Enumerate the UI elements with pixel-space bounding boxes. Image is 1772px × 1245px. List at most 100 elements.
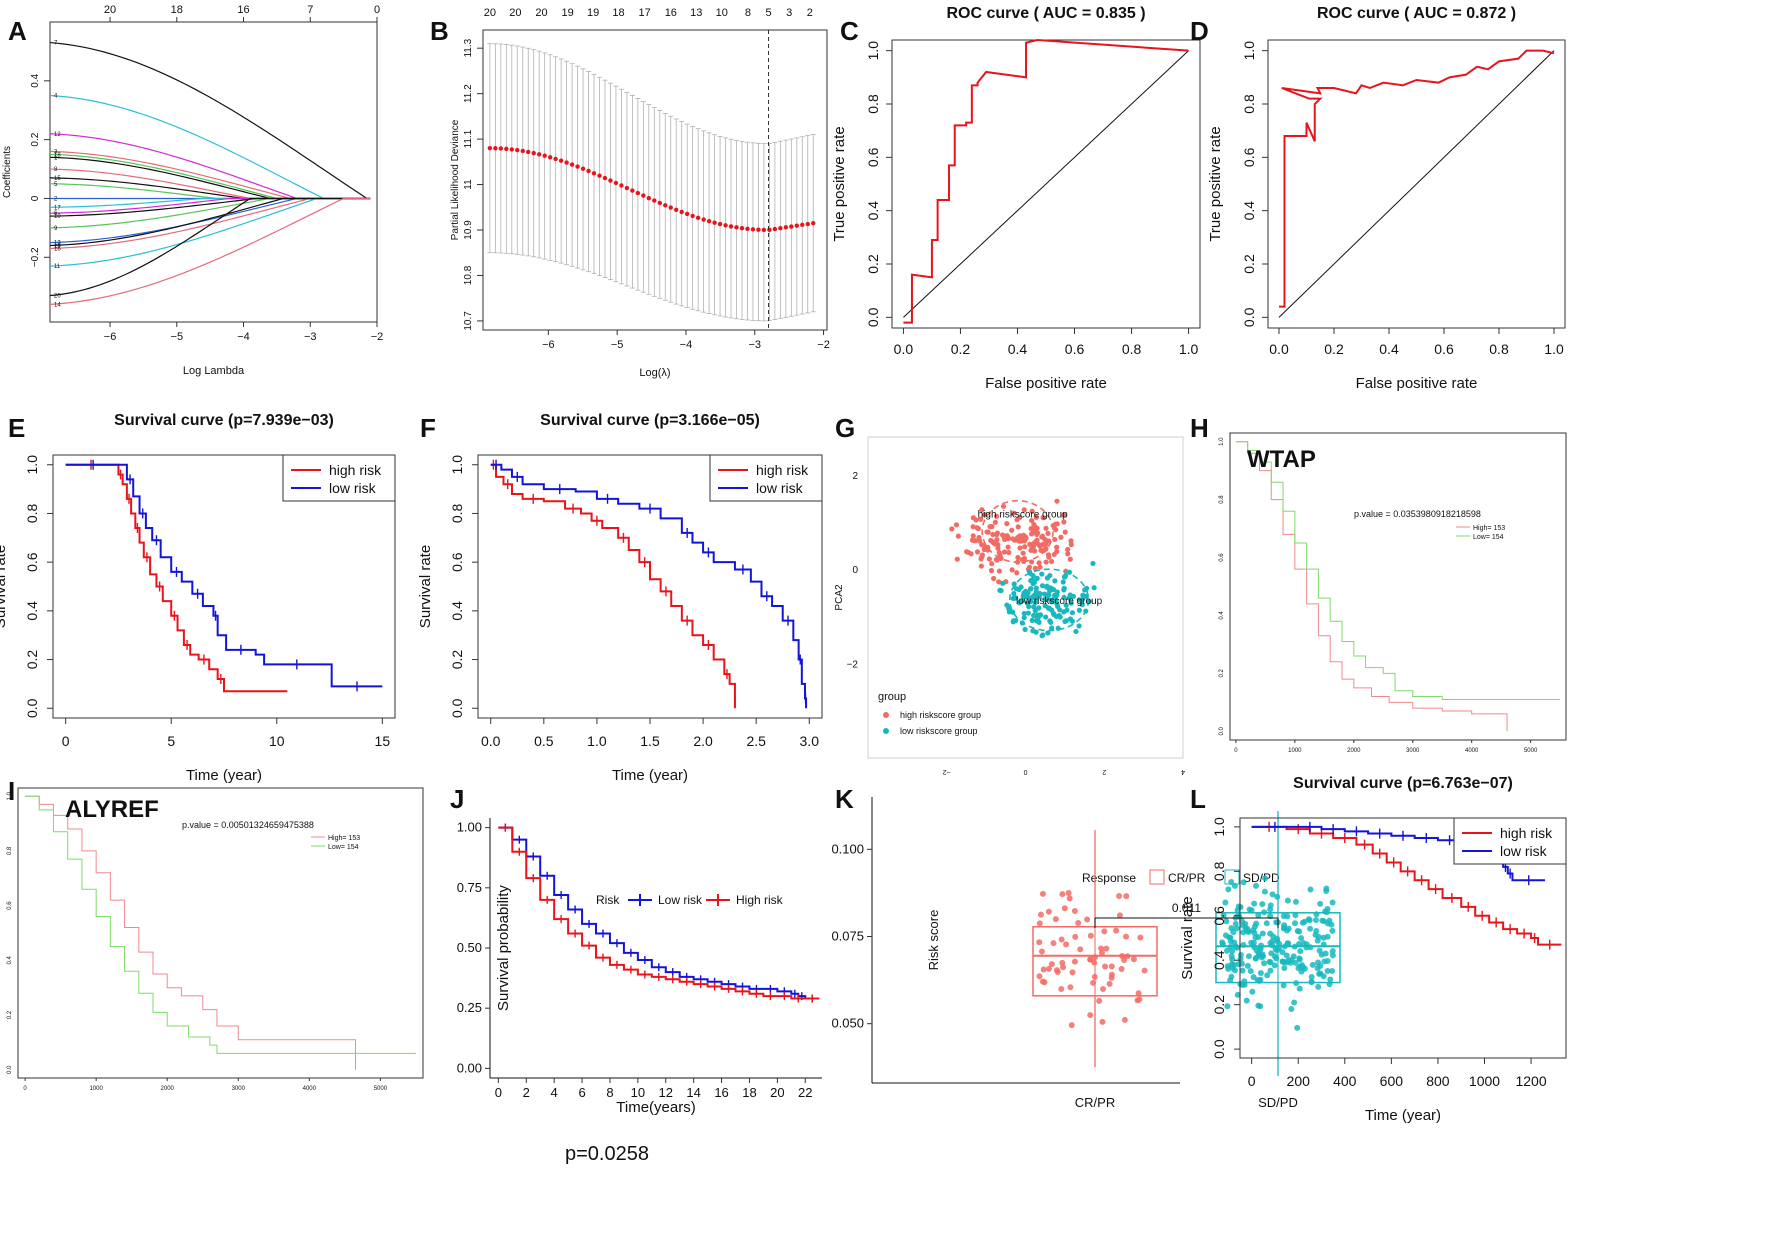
pca-point <box>1069 618 1075 624</box>
deviance-point <box>772 226 778 232</box>
jitter-point <box>1269 942 1276 949</box>
pca-point <box>1079 602 1085 608</box>
y-tick-label: 0.2 <box>1241 254 1257 274</box>
deviance-point <box>619 183 624 188</box>
pca-point <box>1069 610 1076 616</box>
pca-point <box>1061 594 1067 600</box>
deviance-point <box>531 150 536 156</box>
pca-point <box>1028 598 1034 605</box>
jitter-point <box>1220 941 1227 948</box>
deviance-point <box>695 215 701 220</box>
coef-index-label: 15 <box>54 176 61 182</box>
coef-path-17 <box>49 197 371 208</box>
jitter-point <box>1237 956 1244 963</box>
pca-point <box>985 529 991 535</box>
jitter-point <box>1281 924 1288 931</box>
deviance-point <box>739 225 745 231</box>
y-tick-label: 0.2 <box>7 1010 13 1019</box>
pca-point <box>1043 614 1049 620</box>
y-tick-label: 1.0 <box>1219 437 1225 446</box>
y-tick-label: 0.4 <box>1211 950 1227 970</box>
coef-index-label: 4 <box>54 94 58 100</box>
jitter-point <box>1261 909 1268 916</box>
legend-label: CR/PR <box>1168 871 1206 885</box>
coef-index-label: 11 <box>54 264 61 270</box>
pca-point <box>1032 600 1038 606</box>
group-annotation: low riskscore group <box>1016 596 1103 607</box>
x-tick-label: 1000 <box>1469 1073 1500 1089</box>
top-tick-label: 13 <box>690 7 702 19</box>
jitter-point <box>1106 980 1113 987</box>
jitter-point <box>1041 979 1048 986</box>
deviance-point <box>591 171 597 176</box>
jitter-point <box>1039 890 1046 897</box>
x-tick-label: −5 <box>611 339 624 351</box>
deviance-point <box>734 225 739 230</box>
pca-point <box>1021 555 1028 562</box>
coef-index-label: 3 <box>54 149 58 155</box>
pca-point <box>989 561 995 567</box>
chart-title: Survival curve (p=6.763e−07) <box>1293 775 1513 792</box>
pca-point <box>1014 535 1021 541</box>
pca-point <box>1028 586 1034 592</box>
pca-point <box>1031 612 1037 619</box>
jitter-point <box>1225 886 1232 893</box>
coef-index-label: 13 <box>54 241 61 247</box>
x-tick-label: 0.6 <box>1065 341 1085 357</box>
jitter-point <box>1329 899 1336 906</box>
x-tick-label: −6 <box>542 339 555 351</box>
jitter-point <box>1077 946 1084 953</box>
jitter-point <box>1294 1024 1301 1031</box>
y-axis-label: Survival rate <box>417 545 434 628</box>
pca-point <box>1052 578 1058 584</box>
pca-point <box>1011 510 1017 516</box>
jitter-point <box>1232 920 1239 927</box>
x-tick-label: 400 <box>1333 1073 1357 1089</box>
plot-frame <box>1239 817 1567 1059</box>
chart-title: ROC curve ( AUC = 0.835 ) <box>946 5 1145 22</box>
jitter-point <box>1292 912 1299 919</box>
panel-letter: E <box>8 413 25 443</box>
pca-point <box>1025 610 1031 616</box>
y-tick-label: 0.25 <box>457 1000 482 1015</box>
pca-point <box>1004 602 1010 608</box>
pca-point <box>1034 575 1040 581</box>
pca-point <box>1036 619 1042 625</box>
x-tick-label: 800 <box>1426 1073 1450 1089</box>
pca-point <box>1047 572 1053 579</box>
jitter-point <box>1326 917 1333 924</box>
jitter-point <box>1253 954 1260 961</box>
pca-point <box>979 507 985 513</box>
pca-point <box>1031 579 1038 585</box>
pca-point <box>1068 538 1074 544</box>
jitter-point <box>1226 934 1233 941</box>
y-tick-label: 0.2 <box>30 132 41 146</box>
pca-point <box>969 537 976 543</box>
x-axis-label: False positive rate <box>985 375 1107 392</box>
group-annotation: high riskscore group <box>978 509 1068 520</box>
jitter-point <box>1274 893 1281 900</box>
pca-point <box>1004 521 1010 527</box>
chart-title: ROC curve ( AUC = 0.872 ) <box>1317 5 1516 22</box>
y-tick-label: 0.6 <box>865 147 881 167</box>
jitter-point <box>1306 917 1313 924</box>
jitter-point <box>1284 959 1291 966</box>
pca-point <box>996 550 1002 556</box>
jitter-point <box>1068 1022 1075 1029</box>
panel-K: K Response CR/PR SD/PD CR/PR SD/PD 0.050 0.075 0… <box>831 784 1341 1110</box>
legend-label: Low= 154 <box>328 844 359 851</box>
legend-label: High= 153 <box>1473 525 1505 532</box>
jitter-point <box>1322 908 1329 915</box>
jitter-point <box>1245 953 1252 960</box>
pca-point <box>1022 544 1028 550</box>
coef-index-label: 14 <box>54 302 61 308</box>
panel-H: H 0 1000 2000 3000 4000 5000 0.0 0.2 0.4 0.6 0.8 1.0… <box>1190 413 1567 754</box>
deviance-point <box>580 166 586 171</box>
x-axis-label: False positive rate <box>1356 375 1478 392</box>
y-tick-label: 0.2 <box>1211 995 1227 1015</box>
jitter-point <box>1315 983 1322 990</box>
x-tick-label: 0 <box>62 733 70 749</box>
survival-curve-high-risk <box>498 826 820 1000</box>
deviance-point <box>712 220 717 225</box>
legend-label: Low risk <box>658 893 703 907</box>
